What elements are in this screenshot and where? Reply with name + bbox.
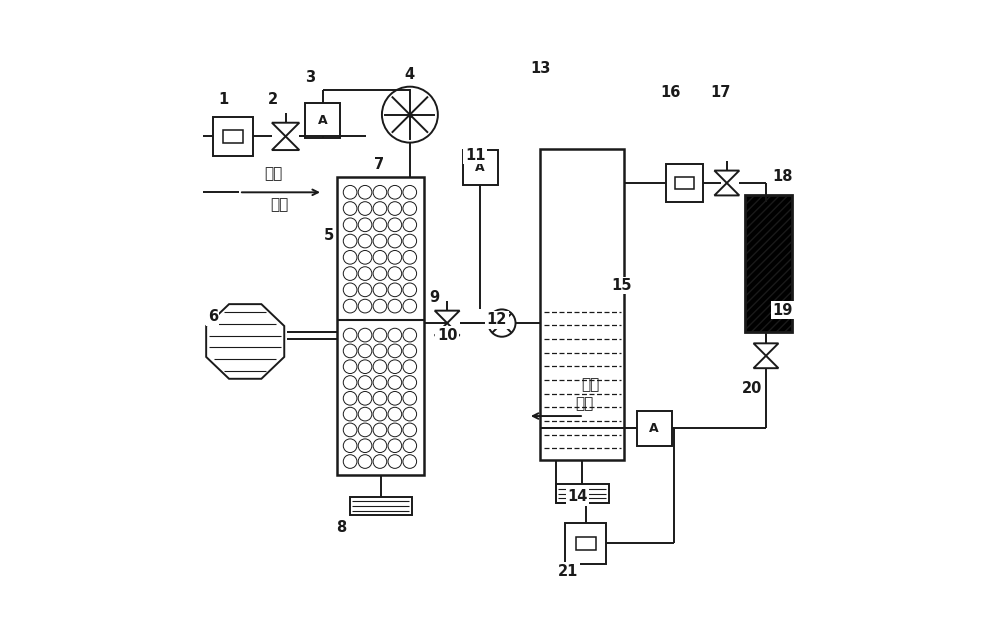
Text: 进气: 进气 bbox=[270, 198, 289, 213]
Bar bbox=[305, 103, 340, 138]
Bar bbox=[637, 411, 672, 446]
Text: 进气: 进气 bbox=[264, 166, 282, 181]
Text: 出气: 出气 bbox=[581, 377, 599, 393]
Bar bbox=[745, 196, 792, 332]
Bar bbox=[675, 177, 694, 189]
Bar bbox=[666, 164, 703, 202]
Text: 21: 21 bbox=[558, 564, 579, 579]
Bar bbox=[337, 177, 424, 475]
Polygon shape bbox=[272, 137, 299, 150]
Text: 18: 18 bbox=[773, 169, 793, 184]
Polygon shape bbox=[272, 123, 299, 137]
Text: 8: 8 bbox=[336, 520, 347, 535]
Bar bbox=[463, 150, 498, 185]
Polygon shape bbox=[435, 323, 460, 335]
Bar bbox=[223, 130, 243, 143]
Text: 20: 20 bbox=[741, 381, 762, 396]
Text: 17: 17 bbox=[710, 85, 731, 100]
Text: 出气: 出气 bbox=[575, 396, 593, 411]
Text: 4: 4 bbox=[405, 66, 415, 82]
Text: 10: 10 bbox=[437, 328, 457, 343]
Text: 9: 9 bbox=[430, 290, 440, 305]
Text: 1: 1 bbox=[218, 92, 229, 107]
Text: 14: 14 bbox=[567, 489, 588, 504]
Text: 5: 5 bbox=[324, 228, 334, 243]
Text: 19: 19 bbox=[773, 303, 793, 318]
Polygon shape bbox=[435, 310, 460, 323]
Text: A: A bbox=[318, 114, 328, 127]
Polygon shape bbox=[754, 356, 778, 368]
Bar bbox=[556, 485, 609, 503]
Text: A: A bbox=[649, 422, 659, 435]
Text: 3: 3 bbox=[305, 70, 316, 85]
Text: 6: 6 bbox=[208, 309, 218, 324]
Text: 2: 2 bbox=[268, 92, 278, 107]
Bar bbox=[213, 117, 253, 156]
Text: 15: 15 bbox=[611, 278, 631, 293]
Polygon shape bbox=[714, 183, 739, 196]
Text: 11: 11 bbox=[465, 147, 485, 162]
Bar bbox=[576, 537, 596, 550]
Text: 13: 13 bbox=[530, 61, 551, 75]
Text: 12: 12 bbox=[487, 312, 507, 327]
Text: 7: 7 bbox=[374, 157, 384, 172]
Polygon shape bbox=[754, 344, 778, 356]
Bar bbox=[565, 523, 606, 564]
Bar bbox=[540, 149, 624, 460]
Text: A: A bbox=[475, 161, 485, 174]
Bar bbox=[350, 497, 412, 515]
Text: 16: 16 bbox=[661, 85, 681, 100]
Polygon shape bbox=[714, 171, 739, 183]
